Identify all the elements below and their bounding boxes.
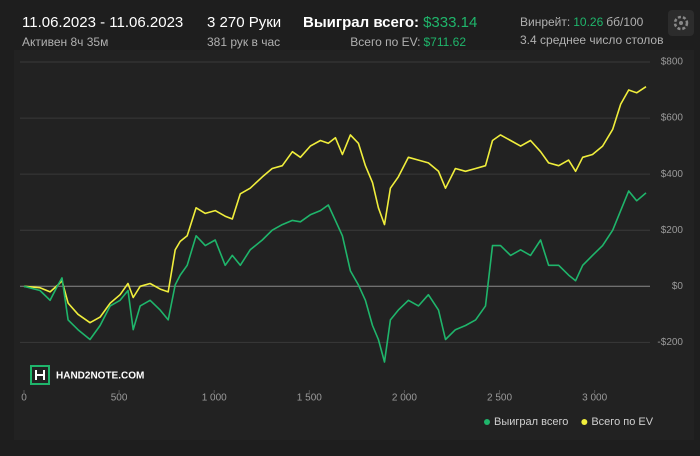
gear-center[interactable] [679, 21, 683, 25]
y-tick-label: $200 [661, 225, 684, 236]
y-tick-label: -$200 [657, 337, 683, 348]
date-range: 11.06.2023 - 11.06.2023 [22, 14, 183, 31]
y-tick-label: $800 [661, 57, 684, 68]
x-tick-label: 0 [21, 393, 27, 404]
series-line [23, 190, 647, 363]
hands-per-hour: 381 рук в час [207, 35, 280, 49]
winrate-value: 10.26 [573, 15, 603, 29]
y-tick-label: $600 [661, 113, 684, 124]
y-tick-label: $0 [672, 281, 684, 292]
legend-marker [581, 419, 588, 425]
legend-marker [484, 419, 490, 425]
x-tick-label: 2 500 [487, 393, 512, 404]
winrate-unit: бб/100 [606, 15, 643, 29]
winrate-label: Винрейт: [520, 15, 570, 29]
series-line [23, 86, 647, 324]
x-tick-label: 1 000 [202, 393, 227, 404]
ev-value: $711.62 [424, 35, 467, 49]
won-total: Выиграл всего: $333.14 [303, 14, 477, 31]
x-tick-label: 3 000 [582, 393, 607, 404]
ev-total: Всего по EV: $711.62 [350, 35, 466, 49]
watermark-logo [30, 365, 50, 385]
ev-label: Всего по EV: [350, 35, 420, 49]
y-tick-label: $400 [661, 169, 684, 180]
x-tick-label: 2 000 [392, 393, 417, 404]
x-tick-label: 500 [111, 393, 128, 404]
won-label: Выиграл всего: [303, 14, 419, 31]
won-value: $333.14 [423, 14, 477, 31]
logo-box [30, 365, 50, 385]
legend-label: Всего по EV [591, 416, 653, 428]
watermark: HAND2NOTE.COM [56, 371, 144, 382]
x-tick-label: 1 500 [297, 393, 322, 404]
winrate: Винрейт: 10.26 бб/100 [520, 15, 644, 29]
settings-button[interactable] [668, 10, 694, 36]
logo-h [35, 370, 45, 380]
gear[interactable] [673, 15, 689, 31]
avg-tables: 3.4 среднее число столов [520, 33, 663, 47]
active-time: Активен 8ч 35м [22, 35, 108, 49]
hands: 3 270 Руки [207, 14, 281, 31]
legend-label: Выиграл всего [494, 416, 568, 428]
chart-panel [14, 50, 694, 440]
